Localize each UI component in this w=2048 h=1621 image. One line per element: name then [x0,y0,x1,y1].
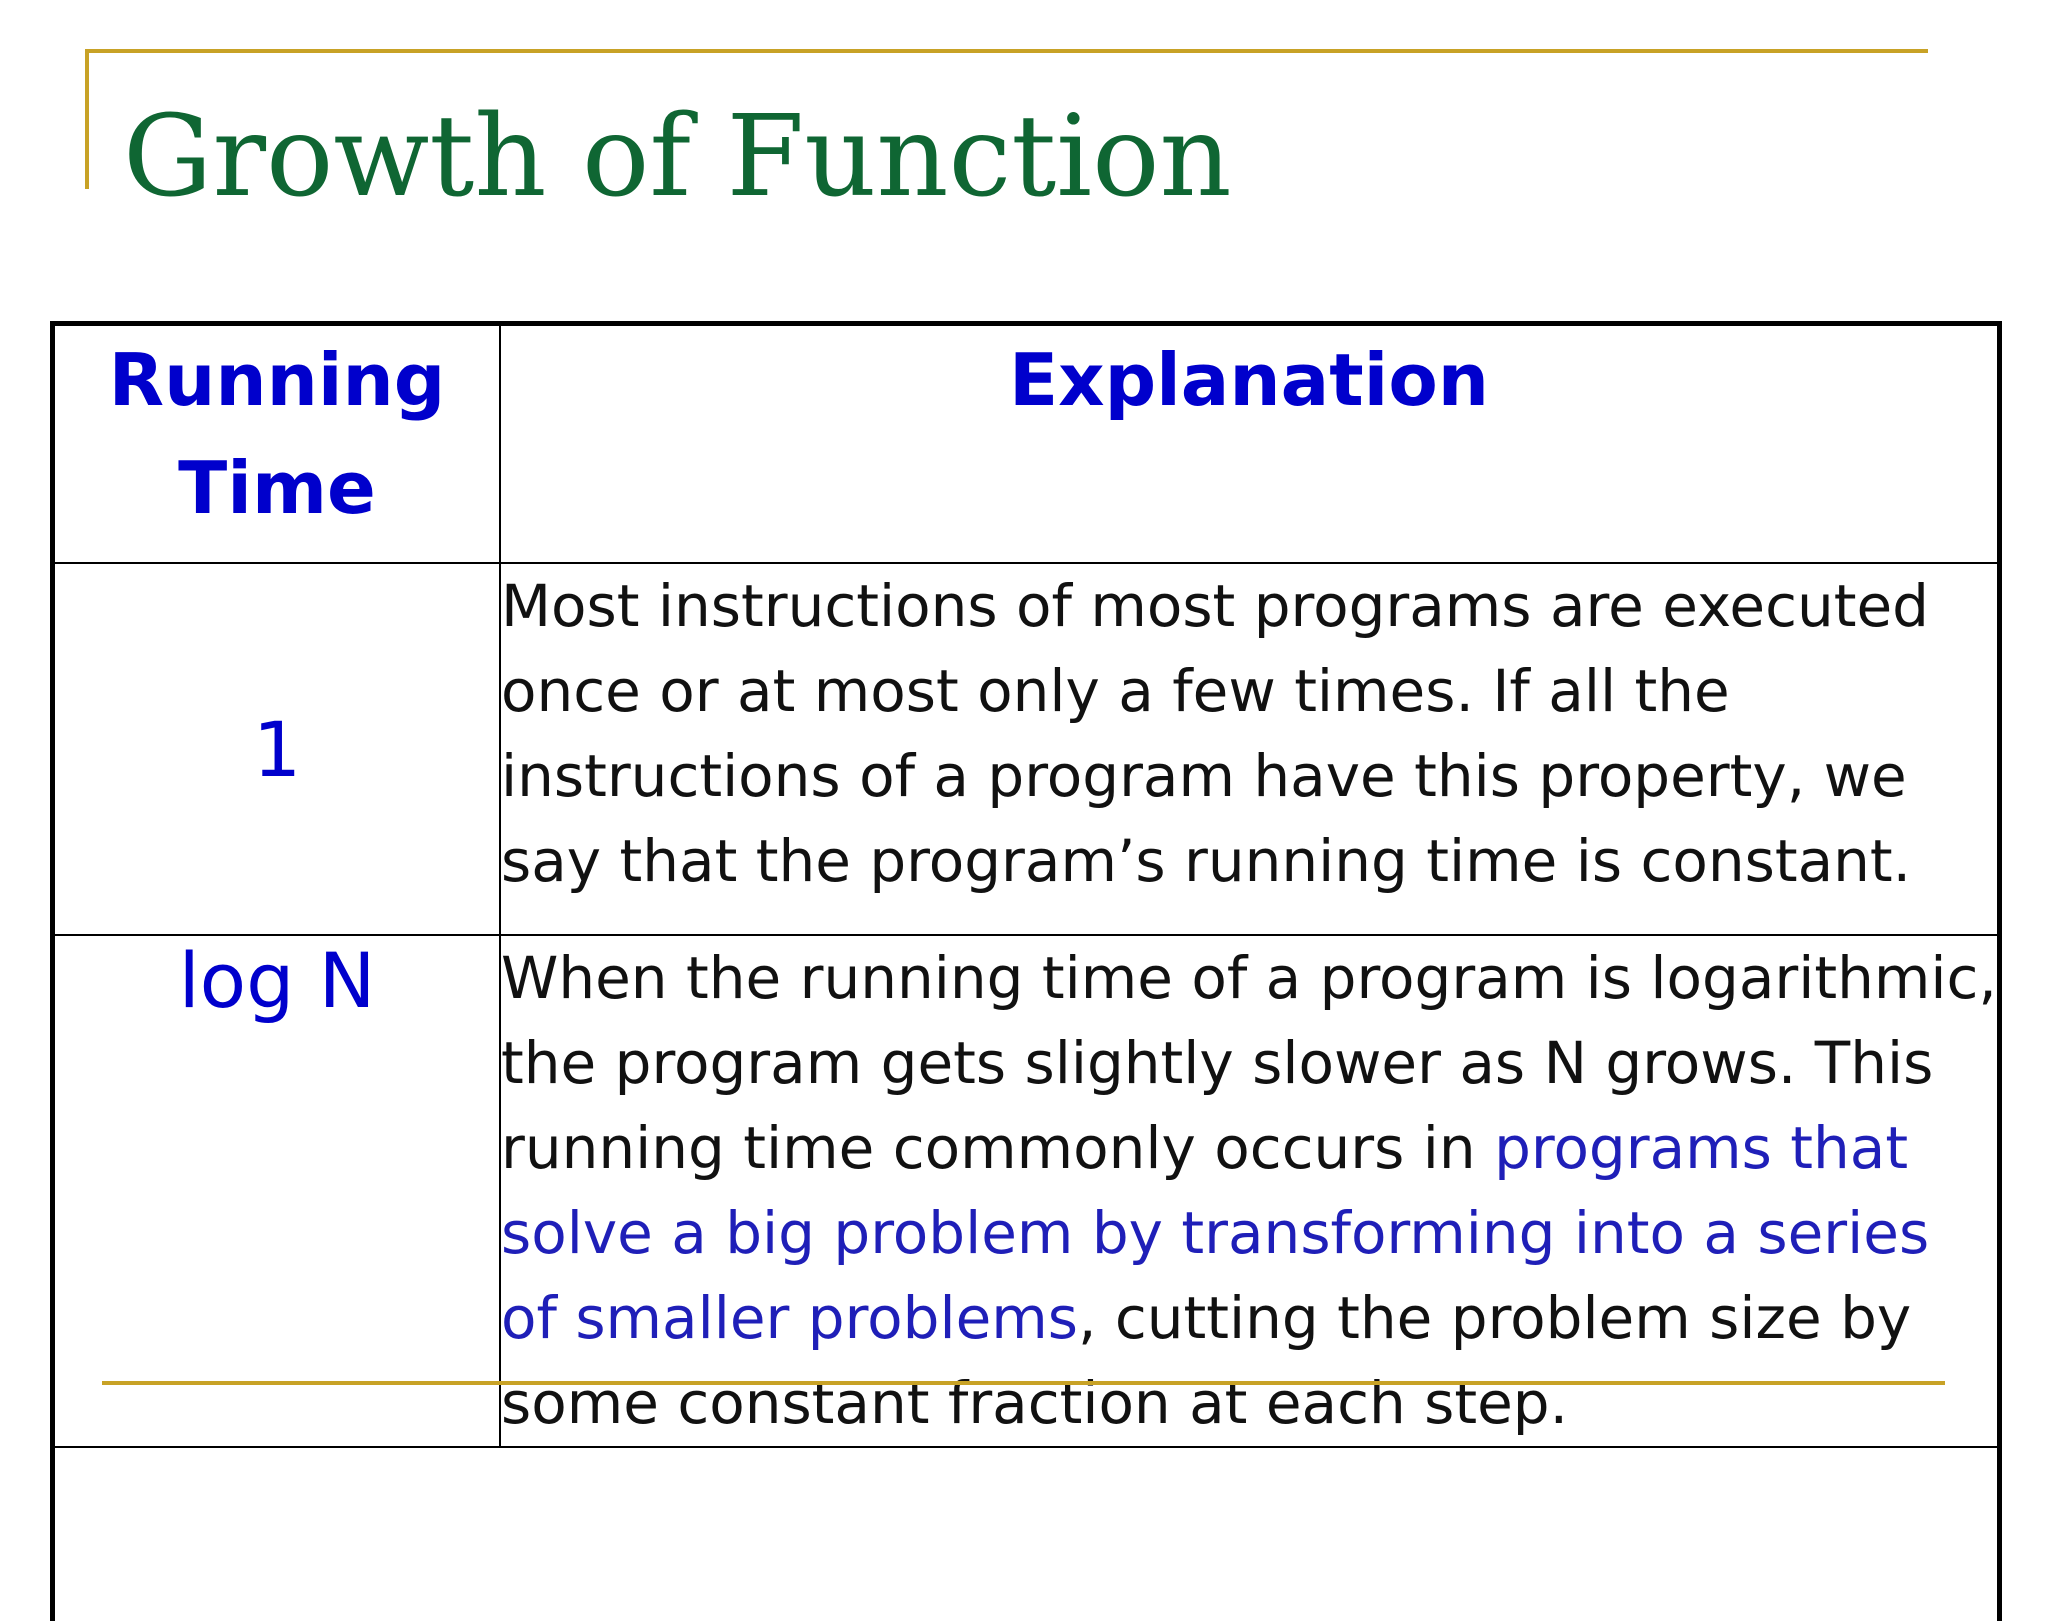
header-running-time-line-2: Time [178,446,376,530]
header-running-time: Running Time [55,326,501,564]
explanation-cell: Most instructions of most programs are e… [499,562,1997,936]
explanation-text-end: , cutting the problem size by some const… [501,1284,1912,1437]
table-header-row: Running Time Explanation [55,326,1997,564]
bottom-accent-rule [102,1381,1945,1385]
running-time-cell: 1 [55,562,501,936]
slide-title: Growth of Function [123,92,1232,222]
growth-table: Running Time Explanation 1 Most instructi… [55,326,1997,1448]
explanation-highlight: programs that solve a big problem by tra… [501,1114,1930,1352]
header-explanation: Explanation [499,326,1997,564]
explanation-cell: When the running time of a program is lo… [499,934,1997,1448]
top-accent-rule [85,49,1928,53]
left-accent-rule [85,49,89,189]
running-time-cell: log N [55,934,501,1448]
header-running-time-line-1: Running [108,338,446,422]
growth-table-container: Running Time Explanation 1 Most instructi… [50,321,2002,1621]
table-row: 1 Most instructions of most programs are… [55,562,1997,936]
explanation-text: When the running time of a program is lo… [501,944,1997,1182]
table-row: log N When the running time of a program… [55,934,1997,1448]
